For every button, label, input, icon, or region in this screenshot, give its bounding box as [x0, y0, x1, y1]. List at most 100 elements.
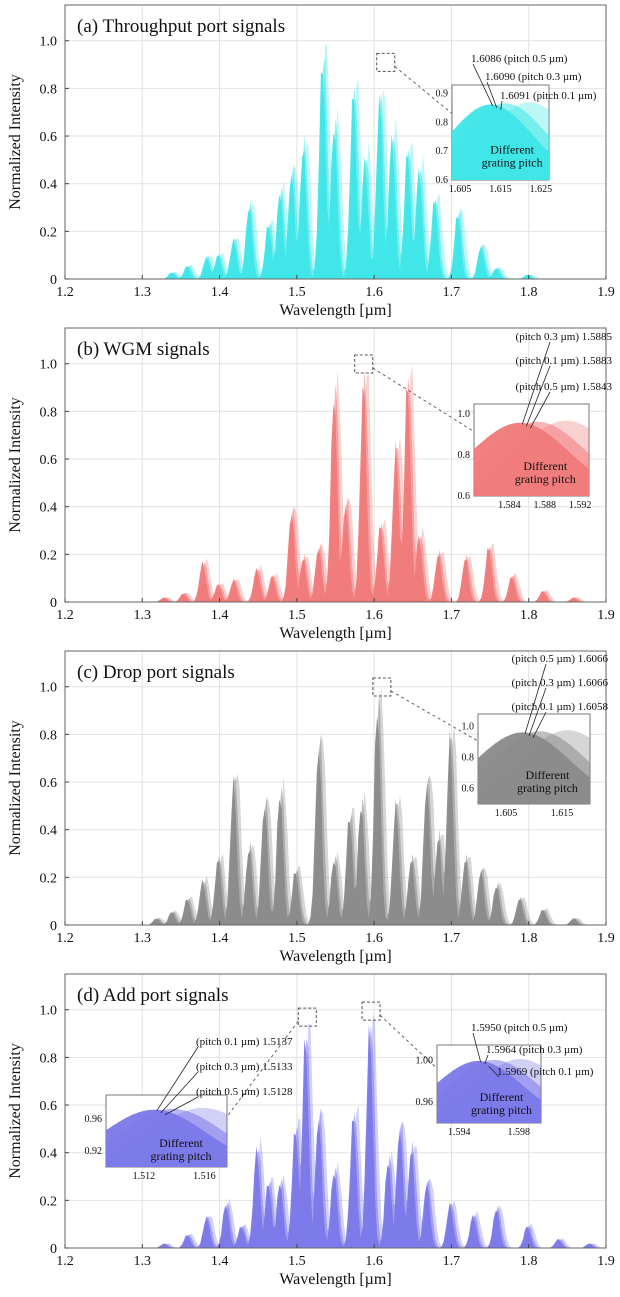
peak-annotation: 1.6090 (pitch 0.3 µm)	[485, 71, 582, 83]
x-tick-label: 1.6	[365, 608, 383, 623]
y-tick-label: 0.6	[40, 1099, 58, 1114]
annotation-leader	[164, 1096, 199, 1116]
x-tick-label: 1.3	[134, 285, 152, 300]
peak-annotation: 1.6091 (pitch 0.1 µm)	[500, 90, 597, 102]
zoom-connector	[390, 690, 479, 742]
annotation-leader	[500, 100, 503, 110]
annotation-leader	[488, 1065, 500, 1078]
inset-y-tick: 0.9	[436, 89, 449, 100]
zoom-region	[354, 354, 374, 374]
x-axis-label: Wavelength [µm]	[279, 1271, 391, 1288]
series-pitch-0.5	[65, 687, 606, 925]
panel-title: (b) WGM signals	[77, 339, 210, 360]
y-tick-label: 0	[50, 596, 57, 611]
inset-series-3	[437, 1061, 541, 1123]
inset-y-tick: 0.92	[85, 1146, 103, 1157]
inset-x-tick: 1.598	[507, 1127, 530, 1138]
inset-y-tick: 0.8	[462, 752, 475, 763]
peak-annotation: (pitch 0.3 µm) 1.6066	[512, 677, 609, 689]
x-tick-label: 1.3	[134, 931, 152, 946]
x-tick-label: 1.4	[211, 608, 229, 623]
annotation-leader	[524, 663, 547, 734]
series-pitch-0.1	[65, 71, 606, 279]
panel-a: 1.2 1.3 1.4 1.5 1.6 1.7 1.8 1.9 0 0.2 0.4 0.6 0.8 1.0…	[7, 4, 615, 319]
annotation-leader	[529, 391, 551, 429]
inset-x-tick: 1.584	[498, 500, 521, 511]
y-tick-label: 0.6	[40, 776, 58, 791]
inset-inset: 1.605 1.615 1.625 0.6 0.7 0.8 0.9 Differentgrat…	[436, 53, 597, 195]
x-axis-label: Wavelength [µm]	[279, 302, 391, 319]
y-tick-label: 1.0	[40, 358, 58, 373]
annotation-leader	[156, 1046, 199, 1112]
x-tick-label: 1.8	[520, 1254, 538, 1269]
y-tick-label: 0	[50, 919, 57, 934]
panel-c: 1.2 1.3 1.4 1.5 1.6 1.7 1.8 1.9 0 0.2 0.4 0.6 0.8 1.0…	[7, 650, 615, 965]
inset-x-tick: 1.605	[495, 808, 518, 819]
zoom-connector	[226, 1020, 299, 1117]
axes-frame	[64, 973, 607, 1249]
y-tick-label: 1.0	[40, 681, 58, 696]
inset-caption-line2: grating pitch	[515, 472, 576, 486]
y-tick-label: 0.2	[40, 548, 58, 563]
panel-title: (d) Add port signals	[77, 985, 228, 1006]
x-axis-label: Wavelength [µm]	[279, 948, 391, 965]
peak-annotation: 1.6086 (pitch 0.5 µm)	[471, 53, 568, 65]
y-tick-label: 0.8	[40, 82, 58, 97]
panel-title: (c) Drop port signals	[77, 662, 235, 683]
y-tick-label: 0	[50, 1242, 57, 1257]
series-pitch-0.1	[65, 1024, 606, 1248]
inset-series-3	[474, 422, 589, 496]
y-tick-label: 1.0	[40, 1004, 58, 1019]
annotation-leader	[160, 1071, 199, 1114]
y-tick-label: 0.2	[40, 225, 58, 240]
inset-y-tick: 0.8	[458, 450, 471, 461]
inset-x-tick: 1.615	[489, 184, 512, 195]
x-tick-label: 1.9	[597, 931, 615, 946]
annotation-leader	[472, 63, 494, 107]
inset-y-tick: 0.6	[462, 783, 475, 794]
peak-annotation: (pitch 0.1 µm) 1.5137	[196, 1036, 293, 1048]
x-tick-label: 1.2	[56, 608, 74, 623]
x-axis-label: Wavelength [µm]	[279, 625, 391, 642]
inset-x-tick: 1.588	[534, 500, 557, 511]
peak-annotation: 1.5964 (pitch 0.3 µm)	[486, 1044, 583, 1056]
inset-x-tick: 1.592	[569, 500, 592, 511]
x-tick-label: 1.7	[443, 608, 461, 623]
zoom-region	[297, 1007, 317, 1027]
annotation-leader	[486, 81, 498, 109]
y-tick-label: 0.4	[40, 178, 58, 193]
peak-annotation: (pitch 0.5 µm) 1.6066	[512, 653, 609, 665]
panel-b: 1.2 1.3 1.4 1.5 1.6 1.7 1.8 1.9 0 0.2 0.4 0.6 0.8 1.0…	[7, 327, 615, 642]
x-tick-label: 1.9	[597, 1254, 615, 1269]
inset-caption-line2: grating pitch	[517, 781, 578, 795]
y-tick-label: 0.4	[40, 501, 58, 516]
y-tick-label: 0.4	[40, 824, 58, 839]
panel-d: 1.2 1.3 1.4 1.5 1.6 1.7 1.8 1.9 0 0.2 0.4 0.6 0.8 1.0…	[7, 973, 615, 1288]
x-tick-label: 1.3	[134, 1254, 152, 1269]
inset-x-tick: 1.605	[449, 184, 472, 195]
axes-frame	[64, 327, 607, 603]
annotation-leader	[532, 711, 547, 738]
axes-frame	[64, 650, 607, 926]
y-axis-label: Normalized Intensity	[7, 74, 24, 210]
inset-y-tick: 0.6	[458, 491, 471, 502]
inset-x-tick: 1.516	[193, 1171, 216, 1182]
zoom-connector	[379, 1014, 438, 1069]
y-tick-label: 0.4	[40, 1147, 58, 1162]
inset-caption-line2: grating pitch	[151, 1149, 212, 1163]
x-tick-label: 1.7	[443, 285, 461, 300]
inset-y-tick: 0.6	[436, 175, 449, 186]
inset-x-tick: 1.615	[551, 808, 574, 819]
x-tick-label: 1.6	[365, 285, 383, 300]
x-tick-label: 1.4	[211, 285, 229, 300]
x-tick-label: 1.6	[365, 931, 383, 946]
inset-caption-line1: Different	[490, 142, 534, 156]
inset-series-3	[478, 732, 590, 804]
x-tick-label: 1.8	[520, 285, 538, 300]
x-tick-label: 1.7	[443, 1254, 461, 1269]
peak-annotation: (pitch 0.1 µm) 1.6058	[512, 701, 609, 713]
x-tick-label: 1.5	[288, 285, 306, 300]
y-axis-label: Normalized Intensity	[7, 1043, 24, 1179]
